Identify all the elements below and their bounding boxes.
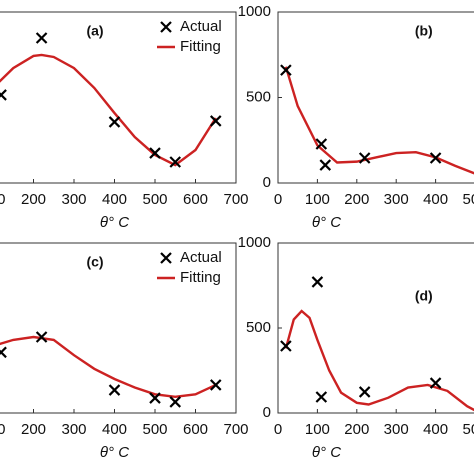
x-tick-label: 300 (61, 421, 86, 438)
x-tick-label: 600 (183, 421, 208, 438)
legend-label: Actual (180, 18, 222, 35)
x-tick-label: 400 (423, 421, 448, 438)
x-axis-label: θ° C (312, 214, 341, 231)
marker (35, 331, 48, 343)
marker (149, 147, 161, 159)
x-tick-label: 400 (102, 191, 127, 208)
x-tick-label: 200 (344, 191, 369, 208)
panel: 100 200 300 400 500 600 700 θ° C (a) Actual Fittin… (0, 11, 249, 231)
x-tick-label: 200 (344, 421, 369, 438)
y-tick-label: 1000 (238, 3, 271, 20)
marker (169, 396, 182, 408)
x-tick-label: 0 (274, 191, 282, 208)
fit-line (0, 335, 217, 399)
x-tick-label: 300 (384, 191, 409, 208)
x-tick-label: 300 (61, 191, 86, 208)
panel: 0 100 200 300 400 500 0 500 1000 θ° C (b) (238, 3, 474, 231)
panel: 100 200 300 400 500 600 700 θ° C (c) Actual Fittin… (0, 242, 249, 461)
marker (0, 346, 7, 359)
marker (280, 64, 292, 76)
marker (108, 116, 121, 128)
x-tick-label: 400 (423, 191, 448, 208)
x-axis-label: θ° C (100, 214, 129, 231)
plot-area (284, 66, 474, 175)
marker (169, 156, 182, 168)
panel: 0 100 200 300 400 500 0 500 1000 θ° C (d) (238, 234, 474, 461)
legend-marker (160, 21, 172, 33)
x-tick-label: 200 (21, 421, 46, 438)
x-tick-label: 500 (462, 191, 474, 208)
x-tick-label: 100 (305, 421, 330, 438)
legend-label: Fitting (180, 38, 221, 55)
fit-line (0, 53, 217, 167)
x-tick-label: 600 (183, 191, 208, 208)
legend-marker (160, 252, 172, 264)
legend-label: Fitting (180, 269, 221, 286)
plot-area (0, 335, 217, 399)
marker (311, 276, 324, 288)
marker (429, 377, 442, 389)
x-tick-label: 700 (223, 191, 248, 208)
panel-label: (b) (415, 23, 433, 39)
x-axis-label: θ° C (312, 444, 341, 461)
x-tick-label: 0 (274, 421, 282, 438)
y-tick-label: 0 (263, 404, 271, 421)
y-tick-label: 1000 (238, 234, 271, 251)
x-tick-label: 700 (223, 421, 248, 438)
x-tick-label: 500 (142, 421, 167, 438)
x-tick-label: 300 (384, 421, 409, 438)
marker (108, 384, 121, 396)
plot-area (284, 309, 474, 412)
y-tick-label: 500 (246, 319, 271, 336)
fit-line (284, 66, 474, 175)
marker (209, 379, 222, 391)
panel-label: (c) (86, 254, 103, 270)
x-tick-label: 500 (462, 421, 474, 438)
x-tick-label: 200 (21, 191, 46, 208)
x-tick-label: 100 (0, 421, 6, 438)
marker (280, 340, 292, 352)
marker (149, 392, 161, 404)
x-tick-label: 500 (142, 191, 167, 208)
x-tick-label: 100 (0, 191, 6, 208)
x-axis-label: θ° C (100, 444, 129, 461)
marker (315, 391, 328, 403)
marker (209, 115, 222, 127)
fit-line (284, 309, 474, 412)
legend-label: Actual (180, 249, 222, 266)
x-tick-label: 100 (305, 191, 330, 208)
panel-label: (a) (86, 23, 103, 39)
marker (429, 152, 442, 164)
panel-label: (d) (415, 288, 433, 304)
x-tick-label: 400 (102, 421, 127, 438)
y-tick-label: 0 (263, 174, 271, 191)
marker (315, 138, 328, 150)
marker (0, 89, 7, 101)
marker (358, 152, 371, 164)
marker (319, 159, 332, 171)
y-tick-label: 500 (246, 88, 271, 105)
marker (35, 32, 48, 44)
marker (358, 386, 371, 398)
plot-area (0, 53, 217, 167)
